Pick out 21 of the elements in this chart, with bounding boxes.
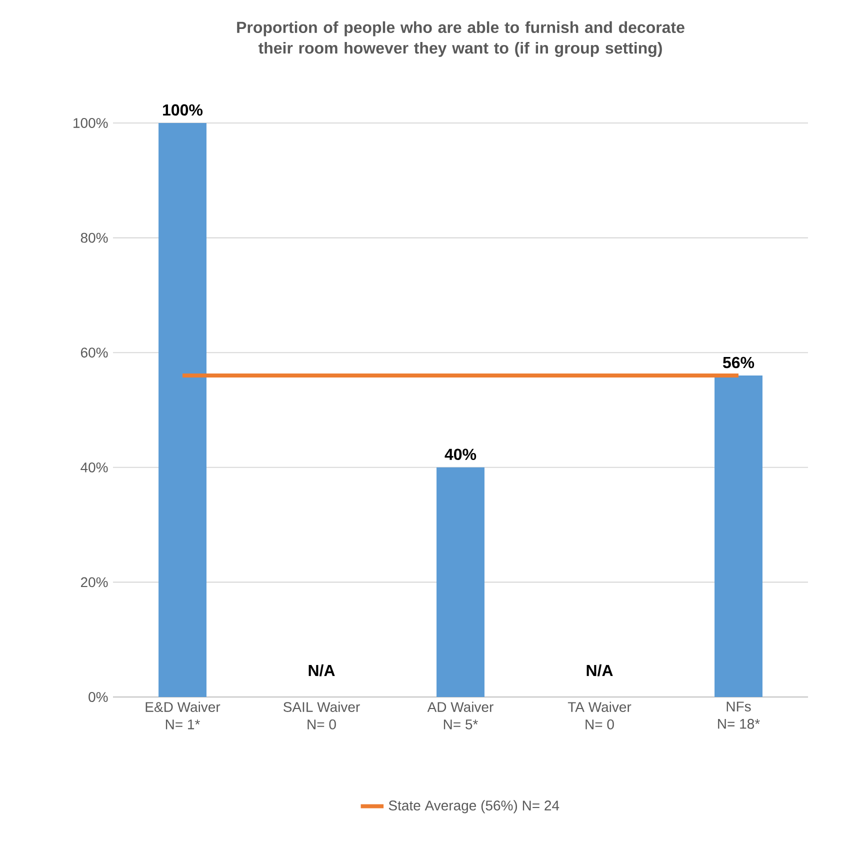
text: N/A bbox=[308, 664, 335, 676]
x-tick-label: AD Waiver N= 5* bbox=[427, 702, 494, 730]
text: N/A bbox=[586, 664, 613, 676]
data-label: 100% bbox=[163, 104, 203, 116]
y-tick-label: 80% bbox=[80, 232, 108, 243]
bar bbox=[158, 123, 206, 697]
data-label: 56% bbox=[722, 356, 754, 368]
x-tick-label: SAIL Waiver N= 0 bbox=[283, 702, 360, 730]
x-tick-label: TA Waiver N= 0 bbox=[568, 702, 632, 730]
y-tick-label: 100% bbox=[74, 118, 108, 128]
x-tick-label: NFs N= 18* bbox=[718, 702, 760, 729]
data-label: 40% bbox=[444, 448, 476, 460]
y-tick-label: 0% bbox=[88, 692, 108, 702]
y-tick-label: 40% bbox=[80, 462, 108, 472]
bar bbox=[436, 467, 484, 697]
bar bbox=[714, 376, 762, 697]
y-tick-label: 60% bbox=[80, 348, 108, 358]
legend-label: State Average (56%) N= 24 bbox=[388, 800, 560, 814]
x-tick-label: E&D Waiver N= 1* bbox=[146, 702, 220, 730]
y-tick-label: 20% bbox=[80, 577, 108, 588]
chart-title: Proportion of people who are able to furnish and decorate their room however they want to (if in group setting) bbox=[237, 21, 684, 57]
